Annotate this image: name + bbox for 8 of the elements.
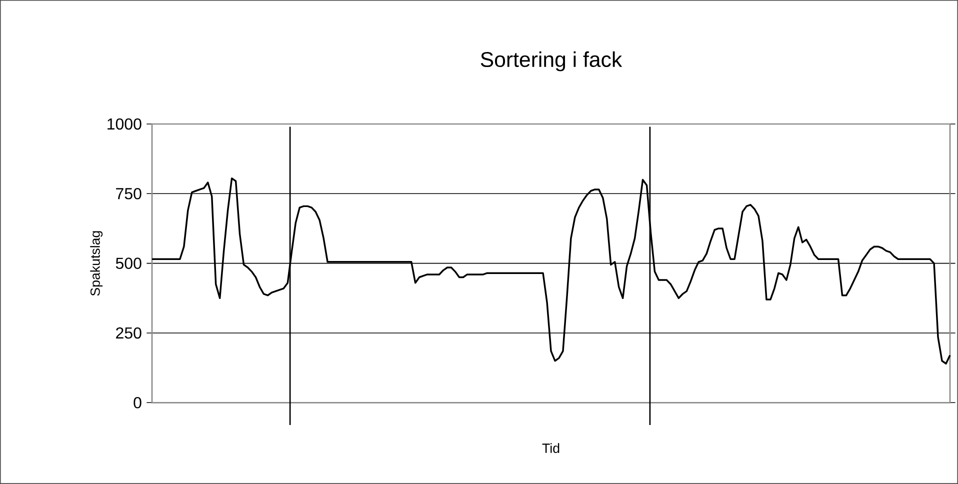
y-axis-title: Spakutslag [90, 231, 103, 296]
y-tick-label: 1000 [108, 118, 142, 130]
x-axis-title: Tid [542, 443, 560, 453]
y-tick-label: 500 [116, 258, 142, 269]
y-tick-label: 250 [116, 327, 142, 339]
y-tick-label: 750 [116, 188, 142, 200]
y-tick-label: 0 [134, 396, 142, 408]
chart-title: Sortering i fack [480, 51, 622, 72]
